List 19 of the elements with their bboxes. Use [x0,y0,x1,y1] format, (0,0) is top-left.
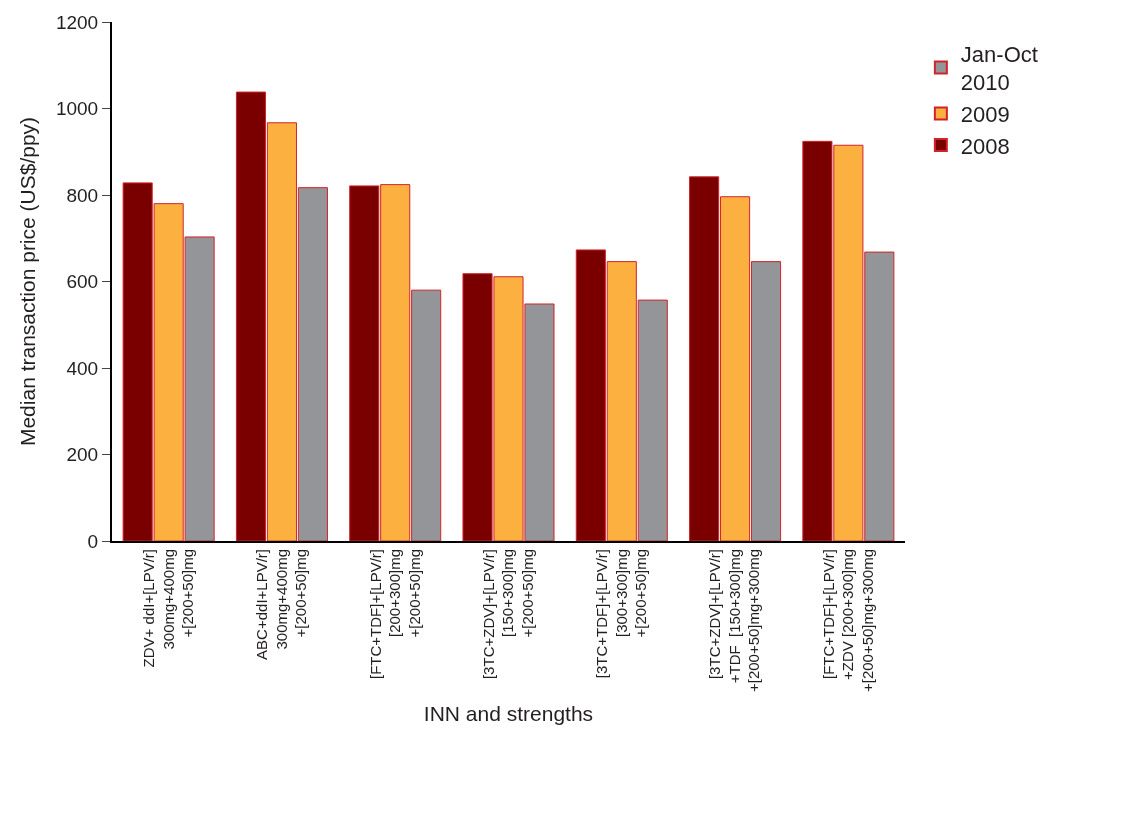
legend-label: Jan-Oct 2010 [960,41,1038,96]
x-tick-label: [3TC+ZDV]+[LPV/r] [150+300]mg +[200+50]mg [479,549,536,680]
x-tick-label: ABC+ddI+LPV/r] 300mg+400mg +[200+50]mg [253,549,310,660]
x-tick-label: [3TC+TDF]+[LPV/r] [300+300]mg +[200+50]mg [593,549,650,679]
y-tick-label: 1200 [55,11,99,33]
y-tick-label: 0 [87,530,99,552]
y-tick-label: 800 [66,184,99,206]
y-tick-label: 1000 [55,98,99,120]
y-axis-title: Median transaction price (US$/ppy) [15,116,39,447]
x-tick-label: ZDV+ ddI+[LPV/r] 300mg+400mg +[200+50]mg [140,549,197,668]
x-tick-label: [3TC+ZDV]+[LPV/r] +TDF [150+300]mg +[200+50]mg+300mg [706,549,763,693]
y-tick-label: 400 [66,357,99,379]
x-tick-label: [FTC+TDF]+[LPV/r] +ZDV [200+300]mg +[200+50]mg+300mg [819,549,876,693]
legend-label: 2008 [960,133,1010,159]
y-tick-label: 200 [66,444,99,466]
legend-label: 2009 [960,101,1010,127]
x-tick-label: [FTC+TDF]+[LPV/r] [200+300]mg +[200+50]mg [366,549,423,680]
x-axis-title: INN and strengths [423,701,594,725]
y-tick-label: 600 [66,271,99,293]
